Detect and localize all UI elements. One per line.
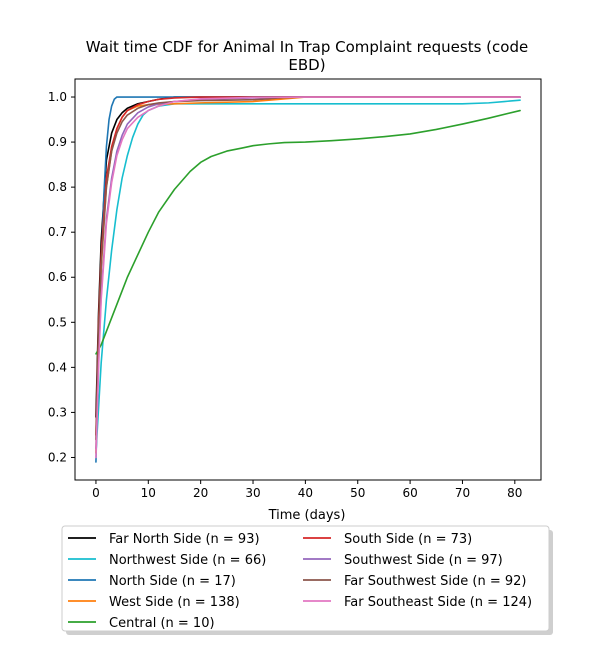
y-tick-label-2: 0.4 (48, 360, 67, 374)
legend-box (61, 525, 550, 632)
x-tick-label-1: 10 (141, 486, 156, 500)
legend-label-4: Central (n = 10) (109, 616, 215, 631)
x-tick-label-6: 60 (402, 486, 417, 500)
chart-title-line-1: Wait time CDF for Animal In Trap Complai… (86, 38, 528, 56)
x-axis-label: Time (days) (268, 508, 346, 523)
axes-frame (74, 78, 542, 481)
legend-label-8: Far Southeast Side (n = 124) (344, 595, 532, 610)
x-tick-label-2: 20 (193, 486, 208, 500)
legend-label-6: Southwest Side (n = 97) (344, 553, 503, 568)
plot-area (74, 78, 542, 481)
x-tick-label-5: 50 (350, 486, 365, 500)
y-tick-label-6: 0.8 (48, 180, 67, 194)
legend-label-0: Far North Side (n = 93) (109, 532, 260, 547)
legend-label-3: West Side (n = 138) (109, 595, 240, 610)
y-tick-label-8: 1.0 (48, 90, 67, 104)
legend-label-2: North Side (n = 17) (109, 574, 236, 589)
legend: Far North Side (n = 93) Northwest Side (n… (61, 525, 553, 635)
y-tick-label-5: 0.7 (48, 225, 67, 239)
series-line-8 (95, 96, 521, 459)
y-tick-label-0: 0.2 (48, 450, 67, 464)
y-axis: 0.2 0.3 0.4 0.5 0.6 0.7 0.8 0.9 1.0 (48, 90, 75, 464)
x-tick-label-8: 80 (507, 486, 522, 500)
y-tick-label-4: 0.6 (48, 270, 67, 284)
legend-label-5: South Side (n = 73) (344, 532, 472, 547)
y-tick-label-7: 0.9 (48, 135, 67, 149)
y-tick-label-3: 0.5 (48, 315, 67, 329)
series-line-4 (95, 109, 521, 355)
x-tick-label-4: 40 (298, 486, 313, 500)
x-tick-label-0: 0 (92, 486, 100, 500)
x-tick-label-7: 70 (455, 486, 470, 500)
x-tick-label-3: 30 (245, 486, 260, 500)
y-tick-label-1: 0.3 (48, 405, 67, 419)
legend-label-1: Northwest Side (n = 66) (109, 553, 266, 568)
legend-label-7: Far Southwest Side (n = 92) (344, 574, 526, 589)
chart-title-line-2: EBD) (288, 56, 325, 74)
x-axis: 0 10 20 30 40 50 60 70 80 (92, 480, 522, 500)
